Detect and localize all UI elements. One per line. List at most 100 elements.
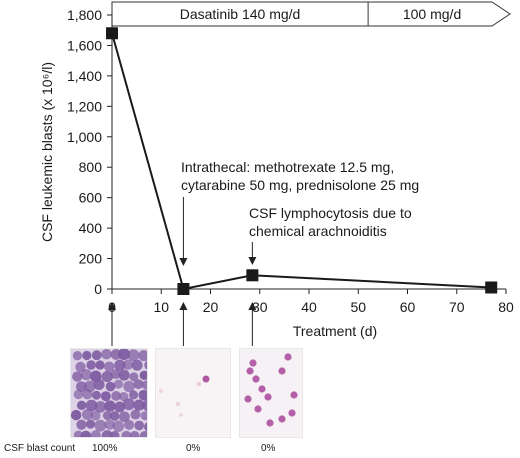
cell [75,361,86,373]
annotation-lymphocytosis-line1: CSF lymphocytosis due to [249,205,412,221]
annotations: Intrathecal: methotrexate 12.5 mg, cytara… [108,159,419,346]
micrograph-clear-csf [156,349,230,437]
cell [86,360,96,370]
cell [129,431,140,437]
micrograph-day-28 [239,348,303,438]
cell [254,405,262,413]
cell [123,380,135,393]
cell [85,399,98,412]
cell [131,359,143,371]
cell [104,400,116,412]
blast-percent-day-14: 0% [186,443,201,454]
cell [101,430,113,437]
cell [71,409,82,421]
cell [85,419,96,429]
cell [114,359,126,371]
cell [179,413,183,417]
y-tick-label: 1,600 [67,37,102,53]
cell [159,389,163,393]
cell [288,409,296,417]
cell [101,370,113,383]
cell [121,430,132,437]
cell [90,430,101,437]
annotation-intrathecal-line1: Intrathecal: methotrexate 12.5 mg, [181,159,394,175]
cell [252,375,260,383]
cell [134,420,145,431]
y-tick-label: 1,000 [67,129,102,145]
cell [139,370,147,380]
cell [112,420,125,432]
cell [278,367,286,375]
dose-segment-1: Dasatinib 140 mg/d [180,6,301,22]
y-axis-label: CSF leukemic blasts (x 10⁶/l) [39,62,55,242]
cell [100,391,111,402]
cell [127,349,140,362]
cell [110,369,121,380]
cell [90,410,101,421]
cell [244,395,252,403]
cell [110,431,120,437]
cell [124,419,135,430]
cell [144,422,147,432]
cell [264,393,272,401]
cell [81,408,93,420]
y-tick-label: 1,200 [67,98,102,114]
x-tick-label: 70 [449,299,465,315]
blast-percent-day-28: 0% [261,443,276,454]
cell [144,360,147,370]
cell [119,411,130,423]
cell [95,360,105,370]
data-point [246,269,259,282]
dose-bar: Dasatinib 140 mg/d 100 mg/d [111,1,511,27]
cell [72,351,83,361]
x-tick-label: 80 [498,299,514,315]
cell [138,389,147,401]
cell [130,409,141,420]
cell [138,350,147,362]
x-tick-label: 50 [350,299,366,315]
data-point [177,283,190,295]
arrow-intrathecal-head [179,258,188,266]
y-tick-label: 600 [79,190,103,206]
cell [142,399,147,412]
cell [111,391,122,401]
cell [129,372,139,382]
arrow-micrograph-0-head [108,302,116,310]
cell [284,353,292,361]
data-point [106,27,118,40]
cell [73,389,84,400]
y-tick-label: 800 [79,159,103,175]
cell [76,419,87,430]
arrow-lymphocytosis-head [248,257,257,265]
micrograph-lymphocytes [240,349,302,437]
cell [290,391,298,399]
cell [94,419,107,432]
cell [113,379,124,389]
annotation-lymphocytosis-line2: chemical arachnoiditis [249,223,387,239]
arrow-micrograph-1-head [179,302,188,310]
y-tick-label: 0 [94,281,102,297]
micrograph-day-0 [70,348,148,438]
dose-segment-2: 100 mg/d [403,6,461,22]
cell [118,369,130,381]
cell [94,401,107,413]
cell [278,415,286,423]
blast-count-row-label: CSF blast count [4,443,76,454]
cell [72,371,83,382]
cell [114,401,126,413]
cell [82,350,92,361]
cell [109,411,120,421]
cell [91,390,101,400]
cell [101,349,112,360]
micrograph-background [156,349,230,437]
cell [104,361,115,372]
x-tick-label: 10 [153,299,169,315]
cell [102,410,112,421]
x-tick-label: 20 [203,299,219,315]
series-layer [106,27,498,295]
cell [76,400,87,410]
cell [175,401,181,407]
cell [141,380,147,390]
cell [258,385,266,393]
